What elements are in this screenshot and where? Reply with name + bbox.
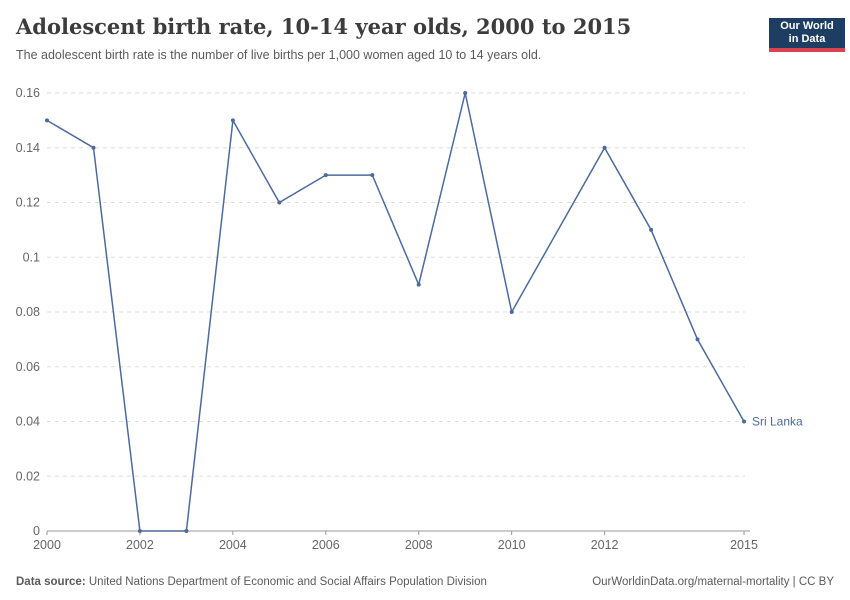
data-point-marker[interactable] [649,227,654,232]
data-point-marker[interactable] [463,91,468,95]
y-tick-label: 0.1 [23,250,40,264]
x-tick-label: 2008 [405,538,433,552]
x-tick-label: 2015 [730,538,758,552]
y-tick-label: 0 [33,524,40,538]
data-point-marker[interactable] [277,200,282,205]
data-point-marker[interactable] [602,145,607,150]
x-tick-label: 2012 [591,538,619,552]
data-point-marker[interactable] [45,118,49,123]
data-source-text: United Nations Department of Economic an… [85,576,487,588]
y-tick-label: 0.16 [16,86,40,100]
data-point-marker[interactable] [184,529,189,533]
data-point-marker[interactable] [695,337,700,342]
x-tick-label: 2006 [312,538,340,552]
owid-logo-line2: in Data [788,33,826,45]
data-point-marker[interactable] [323,173,328,178]
owid-logo[interactable]: Our World in Data [769,18,845,52]
data-point-marker[interactable] [91,145,96,150]
credit-line: OurWorldinData.org/maternal-mortality | … [592,576,834,588]
chart-title: Adolescent birth rate, 10-14 year olds, … [16,14,632,39]
data-point-marker[interactable] [230,118,235,123]
series-end-label[interactable]: Sri Lanka [752,415,803,429]
x-tick-label: 2010 [498,538,526,552]
y-tick-label: 0.06 [16,360,40,374]
x-tick-label: 2004 [219,538,247,552]
y-tick-label: 0.02 [16,469,40,483]
y-tick-label: 0.04 [16,415,40,429]
y-tick-label: 0.08 [16,305,40,319]
x-tick-label: 2000 [33,538,61,552]
data-point-marker[interactable] [509,310,514,314]
y-tick-label: 0.14 [16,141,40,155]
chart-subtitle: The adolescent birth rate is the number … [16,48,542,63]
chart-footer: Data source: United Nations Department o… [16,576,834,588]
data-source-label: Data source: [16,576,86,588]
chart-header: Adolescent birth rate, 10-14 year olds, … [16,14,760,63]
y-tick-label: 0.12 [16,196,40,210]
data-point-marker[interactable] [137,529,142,533]
x-tick-label: 2002 [126,538,154,552]
owid-logo-line1: Our World [780,20,834,32]
data-point-marker[interactable] [416,282,421,287]
data-source: Data source: United Nations Department o… [16,576,487,588]
data-point-marker[interactable] [742,419,746,424]
data-point-marker[interactable] [370,173,375,178]
